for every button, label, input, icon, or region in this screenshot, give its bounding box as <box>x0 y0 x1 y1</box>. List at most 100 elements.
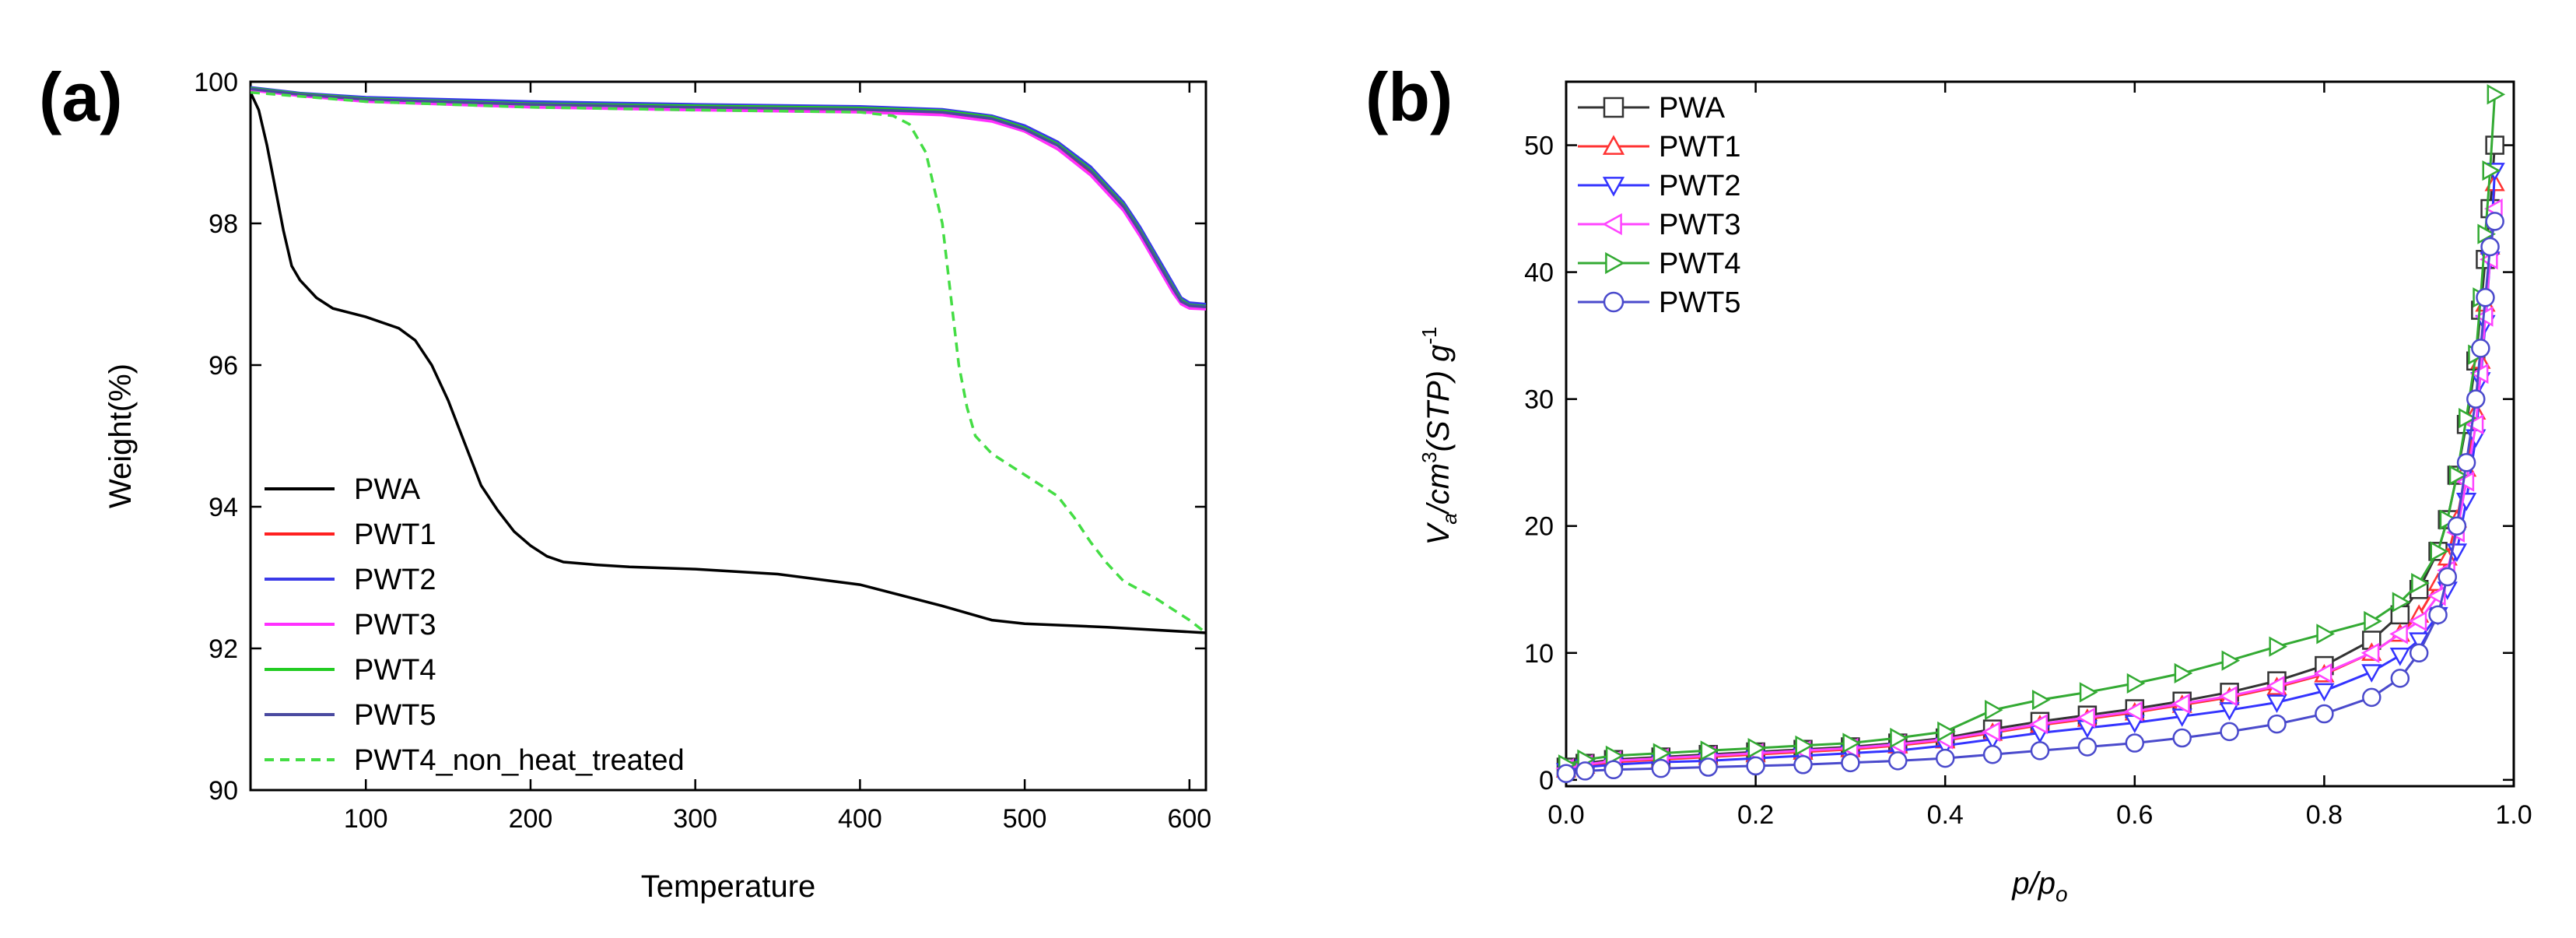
panel-a-legend: PWA PWT1 PWT2 PWT3 PWT4 PWT5 PWT4_non_heat_tre… <box>265 473 685 777</box>
data-point-pwt5 <box>2220 722 2239 742</box>
y-tick-label: 100 <box>194 68 238 97</box>
data-point-pwt4 <box>1747 737 1767 759</box>
panel-b-x-axis-title: p/po <box>2011 866 2067 906</box>
series-group-pwt4 <box>1558 84 2506 775</box>
series-line-pwt2 <box>1565 170 2497 772</box>
panel-b-chart: (b) 0.0 0.2 0.4 0.6 0.8 1.0 0 10 20 30 40 50 p/po V… <box>1365 58 2532 906</box>
data-point-pwa <box>2485 135 2504 155</box>
data-point-pwt2 <box>2219 702 2240 721</box>
legend-label-pwt3: PWT3 <box>354 609 436 641</box>
x-tick-label: 1.0 <box>2495 800 2532 830</box>
data-point-pwt3 <box>2219 686 2238 707</box>
data-point-pwt3 <box>2360 642 2380 663</box>
panel-a-y-axis-title: Weight(%) <box>103 364 138 508</box>
data-point-pwt5 <box>2172 728 2192 748</box>
data-point-pwt5 <box>1603 760 1624 780</box>
data-point-pwt4 <box>2482 160 2501 181</box>
legend-swatch-marker-pwt3 <box>1602 213 1622 236</box>
data-point-pwt3 <box>2171 693 2190 715</box>
series-line-pwt2 <box>250 86 1207 306</box>
x-tick-label: 0.4 <box>1927 800 1964 830</box>
legend-label-pwt3: PWT3 <box>1659 209 1741 241</box>
data-point-pwt4 <box>2221 650 2241 671</box>
data-point-pwt5 <box>2428 605 2448 625</box>
data-point-pwt4 <box>2411 572 2430 594</box>
data-point-pwt2 <box>2314 683 2335 702</box>
panel-b-plot-frame <box>1565 80 2515 788</box>
legend-swatch-marker-pwt1 <box>1602 135 1625 155</box>
series-group-pwt5 <box>1556 212 2504 783</box>
y-tick-label: 30 <box>1524 385 1554 415</box>
data-point-pwt3 <box>2029 713 2049 735</box>
data-point-pwt2 <box>2361 664 2382 683</box>
legend-swatch-marker-pwa <box>1603 97 1624 118</box>
data-point-pwt5 <box>2447 516 2467 536</box>
data-point-pwt2 <box>2389 647 2410 666</box>
legend-label-pwa: PWA <box>354 473 421 506</box>
data-point-pwt5 <box>2030 741 2050 761</box>
legend-label-pwt1: PWT1 <box>354 518 436 551</box>
legend-label-pwt5: PWT5 <box>354 699 436 732</box>
y-tick-label: 40 <box>1524 258 1554 288</box>
data-point-pwt5 <box>1793 755 1813 775</box>
x-tick-label: 600 <box>1167 804 1211 834</box>
x-tick-label: 200 <box>509 804 553 834</box>
x-tick-label: 100 <box>344 804 388 834</box>
data-point-pwt5 <box>1575 761 1595 781</box>
data-point-pwt5 <box>1651 758 1671 778</box>
data-point-pwt3 <box>2455 471 2475 492</box>
data-point-pwt4 <box>2392 592 2411 613</box>
y-tick-label: 92 <box>209 634 238 664</box>
data-point-pwt4 <box>2459 407 2477 429</box>
x-tick-label: 0.2 <box>1737 800 1774 830</box>
legend-label-pwt1: PWT1 <box>1659 131 1741 163</box>
legend-label-pwt5: PWT5 <box>1659 286 1741 319</box>
legend-swatch-marker-pwt2 <box>1602 177 1625 197</box>
x-tick-label: 400 <box>838 804 882 834</box>
data-point-pwt5 <box>2438 567 2457 587</box>
y-tick-label: 50 <box>1524 132 1554 161</box>
legend-swatch-marker-pwt5 <box>1603 291 1624 313</box>
data-point-pwt5 <box>2362 687 2381 708</box>
panel-a-chart: (a) 100 200 300 400 500 600 90 92 94 96 98 100 Temp… <box>39 58 1211 904</box>
data-point-pwt4 <box>2487 84 2506 105</box>
data-point-pwt3 <box>2465 414 2484 435</box>
data-point-pwt4 <box>2316 624 2335 645</box>
data-point-pwt4 <box>2364 610 2382 632</box>
panel-a-x-axis-title: Temperature <box>641 869 816 904</box>
data-point-pwt5 <box>1935 748 1955 768</box>
y-tick-label: 90 <box>209 776 238 806</box>
data-point-pwt5 <box>2125 733 2145 753</box>
series-line-pwt5 <box>250 87 1207 309</box>
data-point-pwt4 <box>2269 636 2288 657</box>
data-point-pwt5 <box>2315 704 2334 724</box>
y-tick-label: 96 <box>209 351 238 381</box>
y-tick-label: 98 <box>209 209 238 239</box>
panel-b-y-axis-title: Va/cm3(STP) g-1 <box>1418 327 1461 546</box>
data-point-pwt5 <box>2471 339 2490 358</box>
data-point-pwt5 <box>1888 751 1908 771</box>
series-line-pwt4 <box>1565 94 2497 766</box>
data-point-pwt5 <box>1841 753 1860 773</box>
data-point-pwt3 <box>2077 707 2095 729</box>
data-point-pwt5 <box>2077 737 2098 757</box>
y-tick-label: 20 <box>1524 512 1554 542</box>
legend-label-pwt4-non-heat-treated: PWT4_non_heat_treated <box>354 744 685 777</box>
data-point-pwt4 <box>1700 740 1719 761</box>
panel-a-label: (a) <box>39 58 123 135</box>
data-point-pwt5 <box>1982 744 2003 764</box>
y-tick-label: 10 <box>1524 639 1554 669</box>
x-tick-label: 300 <box>673 804 717 834</box>
data-point-pwt4 <box>1842 732 1861 754</box>
series-line-pwt4-non-heat-treated <box>250 90 1207 634</box>
panel-b-ticks: 0.0 0.2 0.4 0.6 0.8 1.0 0 10 20 30 40 50 <box>1524 82 2532 830</box>
data-point-pwt4 <box>1795 735 1814 756</box>
data-point-pwt4 <box>1985 700 2003 721</box>
series-line-pwt3 <box>250 89 1207 311</box>
legend-label-pwt4: PWT4 <box>354 654 436 687</box>
panel-a-ticks: 100 200 300 400 500 600 90 92 94 96 98 100 <box>194 68 1211 834</box>
panel-b-label: (b) <box>1365 58 1453 135</box>
data-point-pwt5 <box>1698 757 1718 777</box>
data-point-pwt3 <box>2389 624 2408 645</box>
